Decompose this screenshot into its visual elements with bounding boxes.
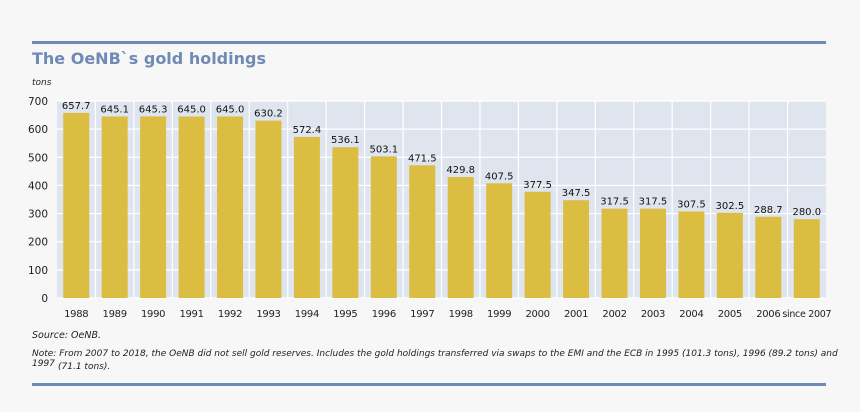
y-tick-label: 700 bbox=[28, 96, 48, 108]
data-label: 317.5 bbox=[639, 197, 668, 208]
bar-chart: 0 100 200 300 400 500 600 700 657.7 1988 645.1 1989… bbox=[28, 96, 832, 320]
y-tick-label: 600 bbox=[28, 124, 48, 136]
data-label: 645.1 bbox=[100, 104, 129, 115]
data-label: 645.0 bbox=[177, 104, 206, 115]
bar-1995 bbox=[332, 147, 359, 298]
bar-1998 bbox=[447, 177, 474, 298]
data-label: 280.0 bbox=[792, 207, 821, 218]
data-label: 645.0 bbox=[216, 104, 245, 115]
data-label: 302.5 bbox=[716, 201, 745, 212]
data-label: 429.8 bbox=[446, 165, 475, 176]
y-tick-label: 400 bbox=[28, 180, 48, 192]
x-tick-label: 1995 bbox=[333, 309, 357, 320]
chart-title: The OeNB`s gold holdings bbox=[32, 49, 266, 68]
bar-since-2007 bbox=[793, 219, 820, 298]
x-tick-label: 1997 bbox=[410, 309, 434, 320]
bar-1999 bbox=[486, 183, 513, 298]
bar-1988 bbox=[63, 112, 90, 299]
y-axis-label: tons bbox=[32, 78, 52, 88]
x-tick-label: 1988 bbox=[64, 309, 88, 320]
bar-1990 bbox=[140, 116, 167, 299]
x-tick-label: 1999 bbox=[487, 309, 511, 320]
y-tick-label: 300 bbox=[28, 209, 48, 221]
x-tick-label: 2001 bbox=[564, 309, 588, 320]
x-tick-label: 2002 bbox=[602, 309, 626, 320]
y-tick-label: 0 bbox=[41, 293, 48, 305]
source-text: Source: OeNB. bbox=[32, 330, 102, 341]
bottom-rule bbox=[32, 383, 826, 386]
note-text-continued: (71.1 tons). bbox=[58, 362, 111, 372]
y-tick-label: 100 bbox=[28, 265, 48, 277]
x-tick-label: 1996 bbox=[372, 309, 396, 320]
x-tick-label: 1991 bbox=[179, 309, 203, 320]
data-label: 407.5 bbox=[485, 171, 514, 182]
bar-1992 bbox=[217, 116, 244, 298]
data-label: 630.2 bbox=[254, 109, 283, 120]
data-label: 471.5 bbox=[408, 153, 437, 164]
bar-1989 bbox=[101, 116, 128, 298]
x-tick-label: 1990 bbox=[141, 309, 165, 320]
x-tick-label: 2003 bbox=[641, 309, 665, 320]
bar-2002 bbox=[601, 208, 628, 298]
data-label: 503.1 bbox=[370, 144, 399, 155]
x-tick-label: 2005 bbox=[718, 309, 742, 320]
x-tick-label: 1992 bbox=[218, 309, 242, 320]
x-tick-label: 2004 bbox=[679, 309, 703, 320]
data-label: 377.5 bbox=[523, 180, 552, 191]
x-tick-label: 1993 bbox=[256, 309, 280, 320]
data-label: 645.3 bbox=[139, 104, 168, 115]
data-label: 347.5 bbox=[562, 188, 591, 199]
bar-2001 bbox=[563, 200, 590, 298]
bar-2000 bbox=[524, 191, 551, 298]
bar-1994 bbox=[293, 136, 320, 298]
bar-2005 bbox=[716, 212, 743, 298]
data-label: 572.4 bbox=[293, 125, 322, 136]
bar-2004 bbox=[678, 211, 705, 298]
bar-2003 bbox=[639, 208, 666, 298]
bar-1993 bbox=[255, 120, 282, 299]
bar-1991 bbox=[178, 116, 205, 298]
data-label: 657.7 bbox=[62, 101, 91, 112]
bar-1996 bbox=[370, 156, 397, 298]
note-text: Note: From 2007 to 2018, the OeNB did no… bbox=[32, 349, 838, 369]
data-label: 288.7 bbox=[754, 205, 783, 216]
data-label: 317.5 bbox=[600, 197, 629, 208]
data-label: 307.5 bbox=[677, 199, 706, 210]
x-tick-label: 2006 bbox=[756, 309, 780, 320]
x-tick-label: 1989 bbox=[103, 309, 127, 320]
y-tick-label: 500 bbox=[28, 152, 48, 164]
x-tick-label: since 2007 bbox=[782, 309, 831, 320]
x-tick-label: 1994 bbox=[295, 309, 319, 320]
bar-1997 bbox=[409, 165, 436, 298]
x-tick-label: 2000 bbox=[526, 309, 550, 320]
x-tick-label: 1998 bbox=[449, 309, 473, 320]
data-label: 536.1 bbox=[331, 135, 360, 146]
top-rule bbox=[32, 41, 826, 44]
bar-2006 bbox=[755, 216, 782, 298]
y-tick-label: 200 bbox=[28, 237, 48, 249]
